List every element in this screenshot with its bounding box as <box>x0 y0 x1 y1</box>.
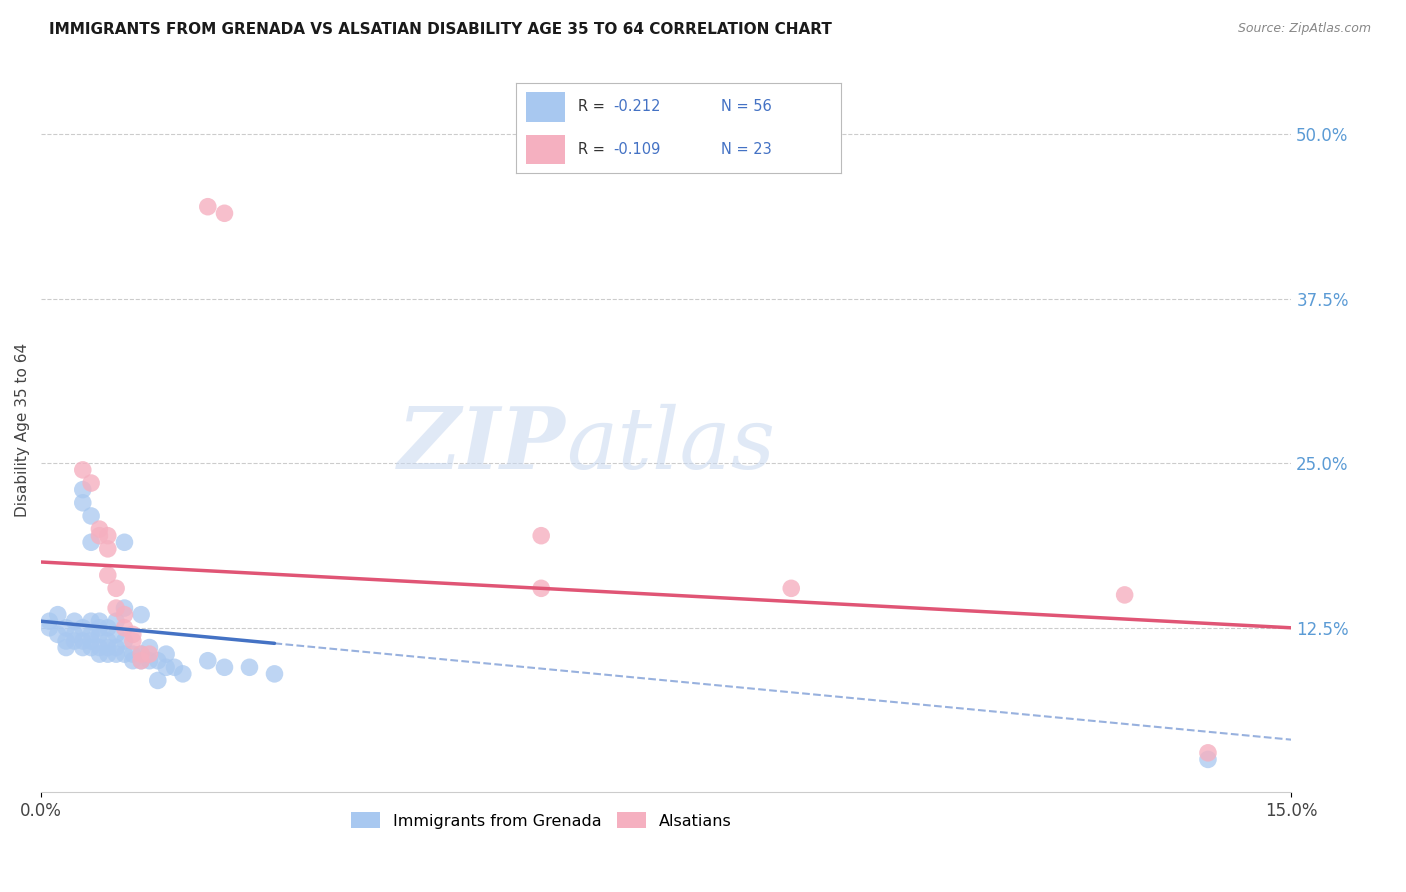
Point <box>80 627 103 641</box>
Point <box>129 607 152 622</box>
Point <box>72 634 94 648</box>
Point <box>530 582 553 596</box>
Point <box>114 601 136 615</box>
Point <box>121 627 143 641</box>
Text: atlas: atlas <box>567 403 775 486</box>
Text: IMMIGRANTS FROM GRENADA VS ALSATIAN DISABILITY AGE 35 TO 64 CORRELATION CHART: IMMIGRANTS FROM GRENADA VS ALSATIAN DISA… <box>49 22 832 37</box>
Point <box>114 607 136 622</box>
Point <box>72 621 94 635</box>
Point <box>1197 752 1219 766</box>
Point <box>89 640 111 655</box>
Point <box>129 654 152 668</box>
Point <box>155 660 177 674</box>
Point <box>129 647 152 661</box>
Point <box>214 206 236 220</box>
Point <box>89 529 111 543</box>
Point <box>155 647 177 661</box>
Point <box>80 614 103 628</box>
Point <box>146 673 169 688</box>
Point <box>97 621 120 635</box>
Point <box>72 463 94 477</box>
Point <box>105 640 128 655</box>
Point <box>114 634 136 648</box>
Point <box>46 627 69 641</box>
Point <box>55 640 77 655</box>
Point <box>72 483 94 497</box>
Point <box>105 614 128 628</box>
Point <box>1197 746 1219 760</box>
Point <box>89 647 111 661</box>
Point <box>138 647 160 661</box>
Point <box>114 621 136 635</box>
Legend: Immigrants from Grenada, Alsatians: Immigrants from Grenada, Alsatians <box>344 805 738 835</box>
Point <box>163 660 186 674</box>
Point <box>197 654 219 668</box>
Point <box>138 640 160 655</box>
Point <box>1114 588 1136 602</box>
Point <box>121 647 143 661</box>
Point <box>72 640 94 655</box>
Point <box>89 614 111 628</box>
Point <box>214 660 236 674</box>
Point <box>129 654 152 668</box>
Point <box>263 666 285 681</box>
Point <box>97 647 120 661</box>
Point <box>197 200 219 214</box>
Point <box>63 627 86 641</box>
Point <box>72 496 94 510</box>
Point <box>97 541 120 556</box>
Point <box>138 654 160 668</box>
Point <box>105 582 128 596</box>
Point <box>105 627 128 641</box>
Point <box>46 607 69 622</box>
Point <box>97 634 120 648</box>
Point <box>55 621 77 635</box>
Point <box>80 476 103 491</box>
Text: ZIP: ZIP <box>398 403 567 487</box>
Point <box>38 621 60 635</box>
Point <box>80 535 103 549</box>
Point <box>89 627 111 641</box>
Point <box>80 508 103 523</box>
Point <box>780 582 803 596</box>
Text: Source: ZipAtlas.com: Source: ZipAtlas.com <box>1237 22 1371 36</box>
Point <box>114 647 136 661</box>
Point <box>97 568 120 582</box>
Point <box>38 614 60 628</box>
Point <box>97 640 120 655</box>
Point <box>55 634 77 648</box>
Point <box>89 621 111 635</box>
Point <box>89 522 111 536</box>
Point <box>238 660 260 674</box>
Point <box>114 535 136 549</box>
Point <box>146 654 169 668</box>
Point <box>97 529 120 543</box>
Point <box>121 654 143 668</box>
Point <box>80 634 103 648</box>
Point <box>80 640 103 655</box>
Y-axis label: Disability Age 35 to 64: Disability Age 35 to 64 <box>15 343 30 517</box>
Point <box>63 634 86 648</box>
Point <box>63 614 86 628</box>
Point <box>121 634 143 648</box>
Point <box>172 666 194 681</box>
Point <box>530 529 553 543</box>
Point <box>105 601 128 615</box>
Point <box>105 647 128 661</box>
Point <box>129 647 152 661</box>
